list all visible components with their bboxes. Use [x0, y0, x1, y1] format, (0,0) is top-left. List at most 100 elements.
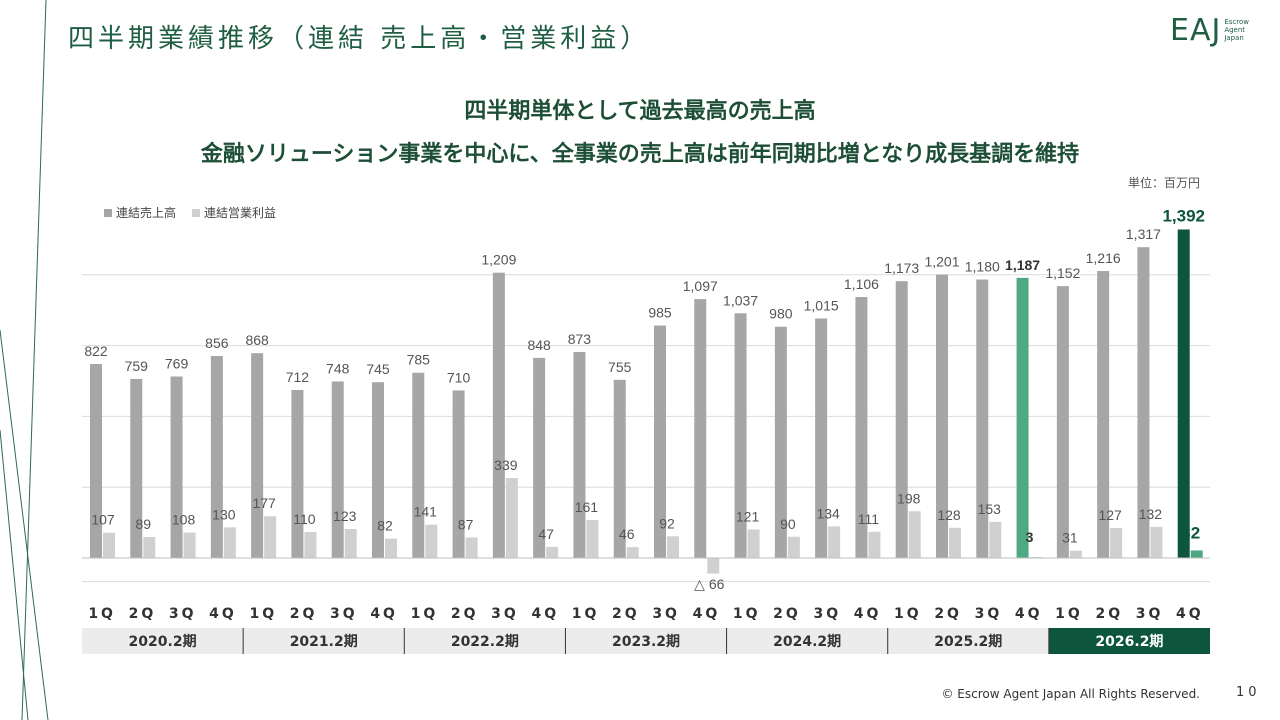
sales-bar [936, 274, 948, 558]
sales-bar [372, 382, 384, 558]
sales-bar [976, 279, 989, 558]
profit-data-label: 82 [377, 518, 393, 534]
unit-label: 単位：百万円 [1127, 176, 1200, 190]
profit-bar [949, 527, 961, 558]
sales-data-label: 769 [165, 356, 189, 372]
logo-subtitle: Escrow Agent Japan [1224, 18, 1249, 42]
profit-data-label: 92 [659, 515, 675, 531]
headline-secondary: 金融ソリューション事業を中心に、全事業の売上高は前年同期比増となり成長基調を維持 [200, 142, 1080, 167]
sales-data-label: 856 [205, 335, 229, 351]
quarter-tick-label: 1Q [88, 606, 116, 622]
fiscal-year-label: 2026.2期 [1095, 634, 1163, 650]
sales-data-label: 873 [568, 331, 592, 347]
profit-bar [425, 524, 438, 558]
profit-data-label: 3 [1026, 529, 1034, 545]
sales-data-label: 785 [407, 352, 431, 368]
profit-bar [223, 527, 236, 558]
profit-data-label: 108 [172, 512, 196, 528]
profit-data-label: 128 [937, 507, 961, 523]
profit-bar [465, 537, 478, 558]
sales-bar [533, 357, 546, 558]
legend-label-profit: 連結営業利益 [204, 206, 277, 220]
quarter-tick-label: 1Q [411, 606, 439, 622]
sales-data-label: 755 [608, 359, 632, 375]
sales-data-label: 1,173 [884, 260, 919, 276]
logo-mark: EAJ [1170, 13, 1222, 48]
sales-data-label: 848 [527, 337, 551, 353]
quarter-tick-label: 3Q [169, 606, 197, 622]
sales-bar [774, 326, 787, 558]
quarter-tick-label: 4Q [1015, 606, 1043, 622]
sales-bar [694, 299, 707, 558]
sales-data-label: 1,317 [1126, 226, 1161, 242]
fiscal-year-cell [82, 628, 244, 654]
profit-bar [264, 516, 277, 558]
quarter-tick-label: 3Q [813, 606, 841, 622]
quarter-tick-label: 2Q [451, 606, 479, 622]
profit-data-label: 123 [333, 508, 357, 524]
sales-data-label: 1,015 [804, 297, 839, 313]
legend-swatch-sales [104, 208, 112, 217]
quarter-tick-label: 2Q [1095, 606, 1123, 622]
sales-bar [1016, 277, 1029, 558]
profit-bar [989, 521, 1002, 558]
profit-data-label: 161 [575, 499, 599, 515]
quarter-tick-label: 2Q [129, 606, 157, 622]
sales-bar [170, 376, 183, 558]
sales-bar [573, 351, 586, 558]
sales-bar [1137, 247, 1150, 559]
profit-data-label: 134 [816, 505, 840, 521]
profit-data-label: 130 [212, 506, 236, 522]
sales-bar [130, 378, 143, 558]
profit-bar [667, 536, 679, 558]
fiscal-year-label: 2024.2期 [773, 634, 841, 650]
sales-bar [1177, 229, 1190, 558]
sales-bar [412, 372, 425, 558]
quarter-tick-label: 4Q [531, 606, 559, 622]
sales-data-label: 985 [648, 305, 672, 321]
quarter-tick-label: 4Q [854, 606, 882, 622]
sales-bar [895, 281, 908, 558]
profit-data-label: 31 [1062, 530, 1078, 546]
sales-data-label: 1,097 [683, 278, 718, 294]
profit-data-label: △ 66 [694, 576, 724, 592]
sales-data-label: 868 [245, 332, 269, 348]
profit-bar [828, 526, 841, 558]
sales-data-label: 980 [769, 306, 793, 322]
profit-data-label: 47 [538, 526, 554, 542]
sales-data-label: 712 [286, 369, 310, 385]
quarter-tick-label: 2Q [612, 606, 640, 622]
page-number: 10 [1236, 685, 1261, 700]
fiscal-year-cell [1048, 628, 1210, 654]
profit-data-label: 339 [494, 457, 518, 473]
profit-bar [183, 532, 196, 558]
profit-data-label: 90 [780, 516, 796, 532]
fiscal-year-cell [404, 628, 566, 654]
profit-bar [385, 538, 397, 558]
profit-bar [143, 536, 156, 558]
profit-data-label: 107 [91, 512, 115, 528]
company-logo: EAJ Escrow Agent Japan [1170, 16, 1249, 46]
profit-data-label: 87 [458, 516, 474, 532]
profit-bar [344, 528, 357, 558]
fiscal-year-cell [726, 628, 888, 654]
profit-data-label: 110 [293, 511, 316, 527]
profit-bar [505, 477, 518, 558]
quarter-tick-label: 1Q [1055, 606, 1083, 622]
sales-bar [291, 389, 304, 558]
quarter-tick-label: 3Q [491, 606, 519, 622]
sales-data-label: 1,187 [1005, 257, 1040, 273]
fiscal-year-label: 2021.2期 [290, 634, 358, 650]
quarter-tick-label: 4Q [1176, 606, 1204, 622]
profit-data-label: 153 [978, 501, 1002, 517]
profit-bar [868, 531, 881, 558]
sales-bar [1056, 286, 1069, 558]
profit-data-label: 121 [736, 508, 760, 524]
sales-bar [90, 364, 102, 558]
quarter-tick-label: 1Q [733, 606, 761, 622]
quarter-tick-label: 4Q [209, 606, 237, 622]
fiscal-year-label: 2020.2期 [129, 634, 197, 650]
profit-bar [747, 529, 760, 558]
profit-bar [1190, 550, 1203, 558]
profit-data-label: 198 [897, 490, 921, 506]
